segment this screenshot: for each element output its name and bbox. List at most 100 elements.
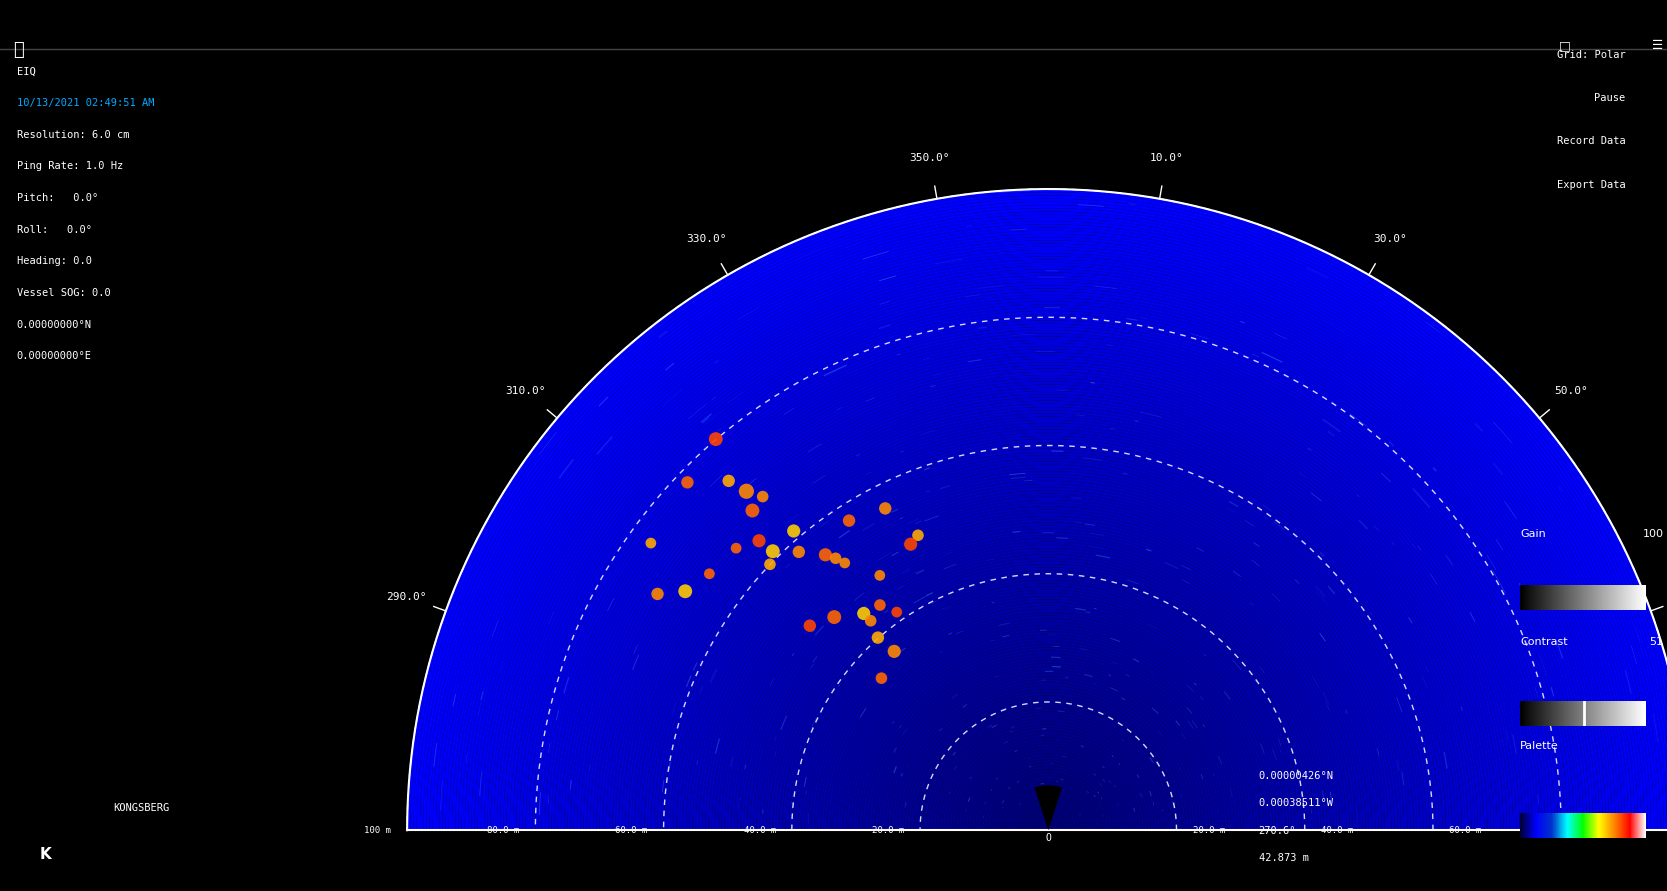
Point (1430, 421, 1457, 435)
Point (1432, 580, 1459, 594)
Point (1627, 688, 1654, 702)
Point (884, 714, 910, 728)
Point (1582, 760, 1609, 774)
Point (1009, 801, 1035, 815)
Point (685, 313, 712, 327)
Point (1450, 513, 1477, 527)
Point (1087, 797, 1114, 812)
Point (1020, 680, 1047, 694)
Point (925, 675, 952, 690)
Point (1245, 815, 1272, 830)
Point (1315, 801, 1342, 815)
Point (738, 540, 765, 554)
Point (1059, 305, 1085, 319)
Point (1417, 545, 1444, 560)
Point (1087, 597, 1114, 611)
Point (780, 372, 807, 386)
Point (1092, 687, 1119, 701)
Point (870, 764, 897, 778)
Point (687, 752, 713, 766)
Point (1535, 656, 1562, 670)
Point (707, 669, 733, 683)
Point (1130, 814, 1157, 829)
Point (1557, 504, 1584, 519)
Point (602, 804, 628, 818)
Point (748, 276, 775, 290)
Point (1147, 641, 1174, 655)
Point (1199, 497, 1225, 511)
Point (1025, 186, 1052, 200)
Point (1057, 676, 1084, 691)
Point (715, 387, 742, 401)
Point (1064, 521, 1090, 535)
Point (465, 590, 492, 604)
Point (1070, 433, 1097, 447)
Point (615, 520, 642, 535)
Point (1662, 811, 1667, 825)
Point (1402, 728, 1429, 742)
Point (1057, 756, 1084, 770)
Point (735, 483, 762, 497)
Point (1077, 533, 1104, 547)
Point (1207, 241, 1234, 256)
Point (567, 719, 593, 733)
Point (1157, 552, 1184, 566)
Point (1109, 645, 1135, 659)
Point (1167, 627, 1194, 642)
Point (1455, 637, 1482, 651)
Point (849, 699, 875, 714)
Point (984, 736, 1010, 750)
Point (1122, 770, 1149, 784)
Point (1132, 817, 1159, 831)
Point (1472, 744, 1499, 758)
Point (1104, 803, 1130, 817)
Point (1007, 477, 1034, 491)
Point (1399, 560, 1425, 575)
Point (763, 254, 790, 268)
Point (1155, 719, 1182, 733)
Point (800, 269, 827, 283)
Wedge shape (483, 266, 1612, 830)
Point (934, 803, 960, 817)
Point (695, 689, 722, 703)
Point (1449, 631, 1475, 645)
Point (768, 383, 795, 397)
Point (1409, 387, 1435, 401)
Point (1272, 627, 1299, 642)
Point (1039, 810, 1065, 824)
Point (957, 789, 984, 804)
Point (695, 676, 722, 691)
Point (1092, 806, 1119, 821)
Point (445, 797, 472, 811)
Point (810, 560, 837, 574)
Point (1019, 792, 1045, 806)
Point (642, 739, 668, 753)
Point (1095, 745, 1122, 759)
Point (1444, 658, 1470, 673)
Point (768, 431, 795, 446)
Point (897, 502, 924, 516)
Point (605, 577, 632, 592)
Point (1540, 604, 1567, 618)
Point (1135, 805, 1162, 820)
Point (1032, 772, 1059, 786)
Point (867, 450, 894, 464)
Point (1109, 469, 1135, 483)
Point (1049, 495, 1075, 510)
Point (934, 625, 960, 640)
Point (1105, 797, 1132, 811)
Point (1112, 615, 1139, 629)
Point (1042, 797, 1069, 811)
Point (585, 677, 612, 691)
Point (518, 789, 545, 803)
Point (1522, 458, 1549, 472)
Point (859, 544, 885, 558)
Point (1300, 515, 1327, 529)
Point (1210, 819, 1237, 833)
Point (1464, 774, 1490, 789)
Point (909, 615, 935, 629)
Point (992, 797, 1019, 812)
Point (965, 681, 992, 695)
Point (542, 789, 568, 804)
Point (1419, 483, 1445, 497)
